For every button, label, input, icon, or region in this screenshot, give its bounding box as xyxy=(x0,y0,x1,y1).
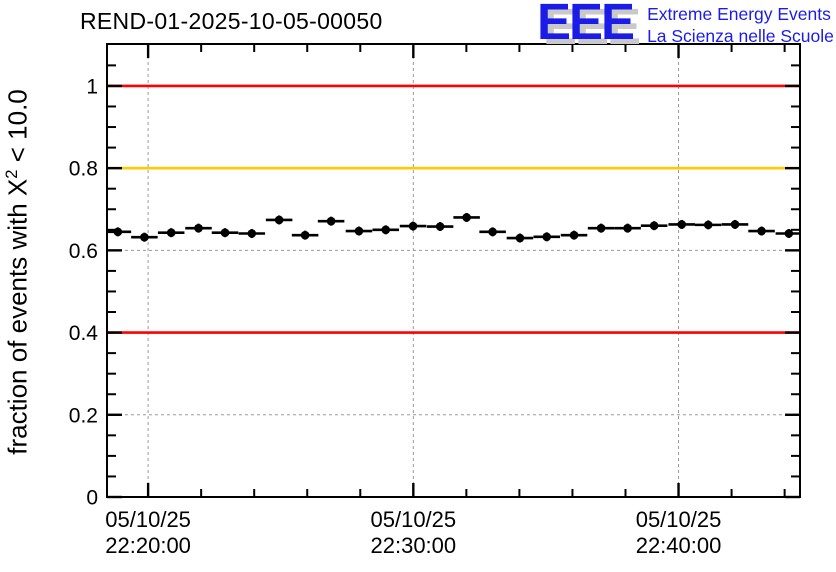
data-point xyxy=(721,219,749,229)
data-series xyxy=(107,212,800,243)
data-point xyxy=(479,227,506,237)
eee-logo: EEE Extreme Energy Events La Scienza nel… xyxy=(537,0,834,47)
data-point xyxy=(748,226,775,236)
data-point xyxy=(372,225,399,235)
y-axis-title-post: < 10.0 xyxy=(2,89,33,170)
axis-ticks xyxy=(107,44,800,499)
y-tick-label: 0.2 xyxy=(69,404,98,427)
x-tick-label-date: 05/10/25 xyxy=(105,507,191,532)
x-tick-label-date: 05/10/25 xyxy=(636,507,722,532)
data-point xyxy=(399,221,427,231)
y-tick-label: 0.6 xyxy=(69,240,98,263)
y-tick-label: 1 xyxy=(86,75,98,98)
eee-logo-subtitle-en: Extreme Energy Events xyxy=(647,4,831,24)
data-point xyxy=(614,223,641,233)
data-point xyxy=(668,219,695,229)
data-point xyxy=(291,230,319,240)
eee-logo-subtitle-it: La Scienza nelle Scuole xyxy=(647,25,834,46)
data-point xyxy=(775,229,800,239)
data-point xyxy=(317,216,345,226)
plot-title: REND-01-2025-10-05-00050 xyxy=(80,8,383,34)
eee-logo-text: EEE xyxy=(537,0,635,50)
x-tick-label-date: 05/10/25 xyxy=(371,507,457,532)
data-point xyxy=(107,227,132,237)
y-axis-title-sup: 2 xyxy=(2,169,21,179)
data-point xyxy=(185,223,212,233)
data-point xyxy=(587,223,615,233)
data-point xyxy=(694,220,722,230)
data-point xyxy=(238,229,266,239)
data-point xyxy=(560,230,588,240)
x-tick-label-time: 22:20:00 xyxy=(105,533,191,558)
x-tick-label-time: 22:40:00 xyxy=(636,533,722,558)
gridlines xyxy=(107,44,800,497)
y-tick-label: 0 xyxy=(86,487,98,510)
data-point xyxy=(131,232,158,242)
data-point xyxy=(640,221,668,231)
y-axis-title: fraction of events with X2 < 10.0 xyxy=(2,37,38,507)
y-tick-label: 0.4 xyxy=(69,322,99,345)
x-tick-label-time: 22:30:00 xyxy=(371,533,457,558)
data-point xyxy=(157,228,185,238)
data-point xyxy=(453,212,480,222)
data-point xyxy=(506,233,534,243)
data-point xyxy=(265,215,293,225)
data-point xyxy=(426,222,454,232)
eee-logo-subtitle: Extreme Energy Events La Scienza nelle S… xyxy=(647,4,834,47)
data-point xyxy=(533,232,560,242)
y-axis-title-pre: fraction of events with X xyxy=(2,178,33,455)
data-point xyxy=(211,228,239,238)
plot-frame xyxy=(106,43,801,498)
data-point xyxy=(345,226,373,236)
y-tick-label: 0.8 xyxy=(69,158,98,181)
